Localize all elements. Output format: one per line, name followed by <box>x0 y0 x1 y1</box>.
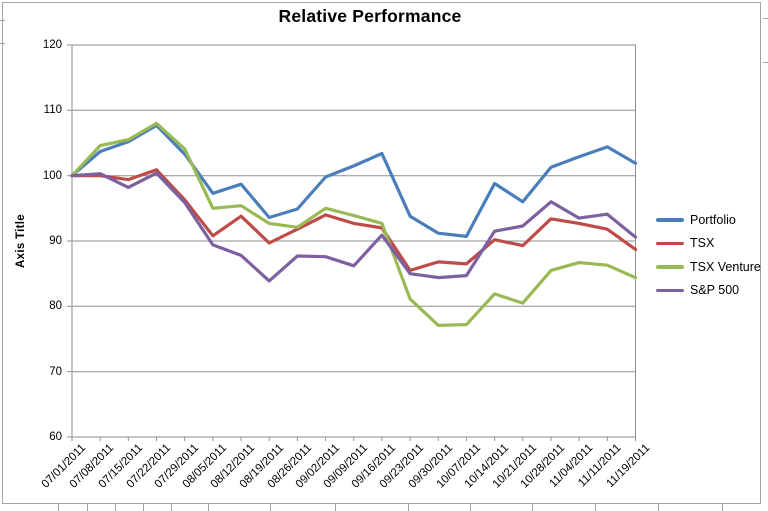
worksheet-column-tick <box>115 504 116 511</box>
y-tick-label: 110 <box>43 104 62 117</box>
legend-swatch <box>656 265 684 269</box>
legend-item-s-p-500: S&P 500 <box>656 279 761 303</box>
worksheet-column-tick <box>470 504 471 511</box>
worksheet-column-tick <box>208 504 209 511</box>
y-tick-label: 70 <box>49 365 62 378</box>
worksheet-column-tick <box>722 504 723 511</box>
worksheet-column-tick <box>143 504 144 511</box>
worksheet-column-tick <box>87 504 88 511</box>
y-tick-label: 90 <box>49 235 62 247</box>
legend-label: TSX Venture <box>690 259 761 274</box>
worksheet-row-tick <box>763 18 768 19</box>
legend-label: S&P 500 <box>690 283 740 298</box>
worksheet-column-tick <box>658 504 659 511</box>
legend-label: TSX <box>690 236 715 251</box>
legend-item-tsx-venture: TSX Venture <box>656 255 761 279</box>
worksheet-column-tick <box>595 504 596 511</box>
y-tick-label: 100 <box>42 169 62 182</box>
worksheet-column-tick <box>171 504 172 511</box>
chart-border <box>2 2 761 504</box>
series-line-s-p-500 <box>70 171 638 283</box>
y-tick-label: 60 <box>49 431 62 443</box>
legend-swatch <box>656 288 684 292</box>
legend-item-portfolio: Portfolio <box>656 208 761 232</box>
worksheet-column-tick <box>270 504 271 511</box>
worksheet-column-tick <box>335 504 336 511</box>
series-line-portfolio <box>70 123 638 238</box>
y-axis-title: Axis Title <box>15 214 27 268</box>
worksheet-row-tick <box>0 20 5 21</box>
worksheet-column-tick <box>58 504 59 511</box>
worksheet-row-tick <box>0 43 5 44</box>
y-tick-label: 80 <box>49 300 62 313</box>
legend-swatch <box>656 241 684 245</box>
legend-swatch <box>656 218 684 222</box>
legend-label: Portfolio <box>690 212 736 227</box>
legend: Portfolio TSX TSX Venture S&P 500 <box>656 208 761 302</box>
worksheet-column-tick <box>532 504 533 511</box>
y-tick-label: 120 <box>42 39 62 51</box>
worksheet-row-tick <box>763 62 768 63</box>
series-line-tsx <box>70 168 638 272</box>
series-line-tsx-venture <box>70 121 638 327</box>
legend-item-tsx: TSX <box>656 232 761 256</box>
chart-title: Relative Performance <box>278 6 462 26</box>
worksheet-column-tick <box>408 504 409 511</box>
